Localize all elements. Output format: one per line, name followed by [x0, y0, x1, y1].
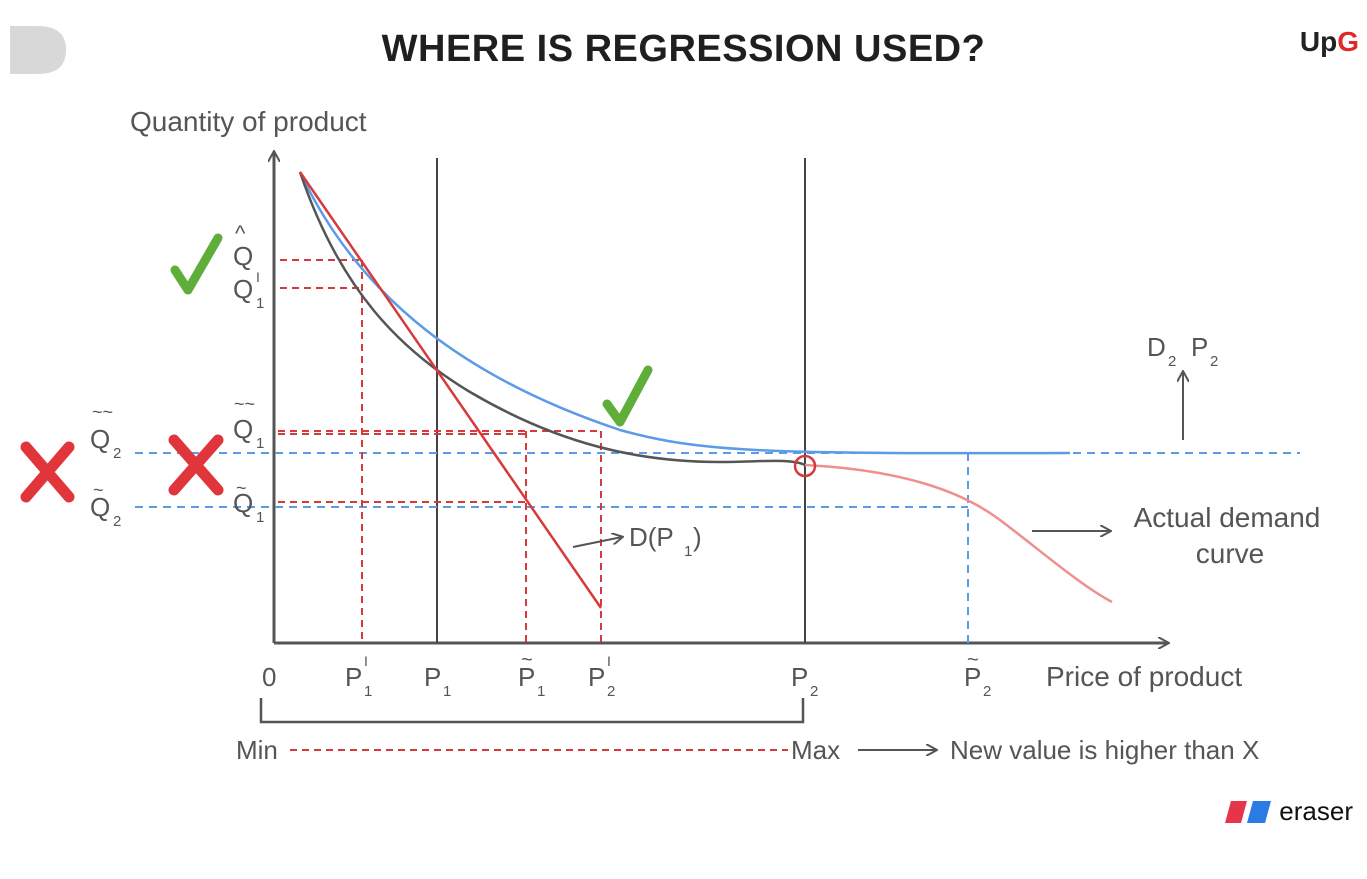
origin-label: 0 — [262, 662, 276, 692]
brand-accent: G — [1337, 26, 1359, 57]
p2-sub: 2 — [1210, 353, 1218, 370]
x-tick-base: P — [588, 662, 605, 692]
y-tick-sup: I — [256, 269, 260, 285]
company-logo — [10, 22, 66, 78]
check-icon — [602, 365, 653, 427]
x-tick-sub: 2 — [983, 683, 991, 700]
y-tick-q1-double-tilde: ~~ Q 1 — [233, 394, 264, 452]
y-tick-base: Q — [233, 241, 253, 271]
actual-demand-label-line2: curve — [1196, 538, 1264, 569]
y-tick-q1-tilde: ~ Q 1 — [233, 478, 264, 526]
y-tick-sub: 2 — [113, 445, 121, 462]
p2-marker — [793, 454, 817, 478]
y-tick-q2-tilde: ~ Q 2 — [90, 480, 121, 530]
y-tick-q1-prime: Q I 1 — [233, 269, 264, 312]
y-tick-sub: 2 — [113, 513, 121, 530]
page-title: WHERE IS REGRESSION USED? — [381, 28, 986, 70]
regression-curve — [298, 171, 1071, 455]
y-tick-base: Q — [233, 274, 253, 304]
x-tick-p1-prime: P I 1 — [345, 653, 372, 700]
x-tick-p2-prime: P I 2 — [588, 653, 615, 700]
x-tick-sup: I — [364, 653, 368, 669]
x-tick-sup: ~ — [967, 649, 979, 671]
y-tick-q2-double-tilde: ~~ Q 2 — [90, 402, 121, 462]
x-tick-base: P — [791, 662, 808, 692]
brand-text: Up — [1299, 26, 1338, 57]
x-tick-sup: I — [607, 653, 611, 669]
y-tick-base: Q — [233, 414, 253, 444]
y-tick-sub: 1 — [256, 509, 264, 526]
x-tick-p2: P 2 — [791, 662, 818, 700]
x-axis-label: Price of product — [1046, 661, 1242, 692]
extrapolated-curve — [804, 463, 1113, 604]
y-tick-sup: ~ — [236, 478, 247, 498]
y-tick-sup: ~ — [93, 480, 104, 500]
y-tick-base: Q — [233, 488, 253, 518]
d-p1-arrow — [572, 537, 622, 548]
x-tick-base: P — [518, 662, 535, 692]
cross-icon — [168, 434, 224, 496]
range-note: New value is higher than X — [950, 735, 1259, 765]
d2-text: D — [1147, 332, 1166, 362]
x-tick-base: P — [424, 662, 441, 692]
d-p1-text: D(P — [629, 522, 674, 552]
y-tick-sup: ~~ — [234, 394, 255, 414]
y-tick-q-hat: ^ Q — [233, 221, 253, 271]
d2-p2-label: D 2 P 2 — [1147, 332, 1218, 370]
x-tick-p1-tilde: ~ P 1 — [518, 649, 545, 700]
d-p1-close: ) — [693, 522, 702, 552]
x-tick-sub: 1 — [537, 683, 545, 700]
x-tick-sup: ~ — [521, 649, 533, 671]
brand-logo: UpG — [1300, 26, 1359, 58]
y-tick-sub: 1 — [256, 295, 264, 312]
x-tick-sub: 2 — [607, 683, 615, 700]
p2-text: P — [1191, 332, 1208, 362]
d2-sub: 2 — [1168, 353, 1176, 370]
range-min-label: Min — [236, 735, 278, 765]
range-bracket — [259, 698, 805, 724]
x-tick-sub: 1 — [443, 683, 451, 700]
eraser-watermark: eraser — [1225, 796, 1353, 827]
cross-icon — [20, 441, 75, 503]
y-tick-sup: ~~ — [92, 402, 113, 422]
linear-fit-line — [298, 171, 603, 609]
d-p1-label: D(P 1 ) — [629, 522, 702, 560]
actual-demand-curve — [298, 171, 806, 467]
eraser-text: eraser — [1279, 796, 1353, 826]
check-icon — [170, 233, 223, 295]
x-tick-base: P — [964, 662, 981, 692]
y-axis-label: Quantity of product — [130, 106, 367, 137]
d-p1-sub: 1 — [684, 543, 692, 560]
actual-demand-label-line1: Actual demand — [1134, 502, 1321, 533]
y-tick-base: Q — [90, 492, 110, 522]
y-tick-base: Q — [90, 424, 110, 454]
y-tick-sub: 1 — [256, 435, 264, 452]
x-tick-sub: 1 — [364, 683, 372, 700]
x-tick-p1: P 1 — [424, 662, 451, 700]
x-tick-sub: 2 — [810, 683, 818, 700]
eraser-logo-icon — [1225, 800, 1272, 823]
y-tick-sup: ^ — [235, 221, 246, 246]
range-max-label: Max — [791, 735, 840, 765]
x-tick-p2-tilde: ~ P 2 — [964, 649, 991, 700]
x-tick-base: P — [345, 662, 362, 692]
